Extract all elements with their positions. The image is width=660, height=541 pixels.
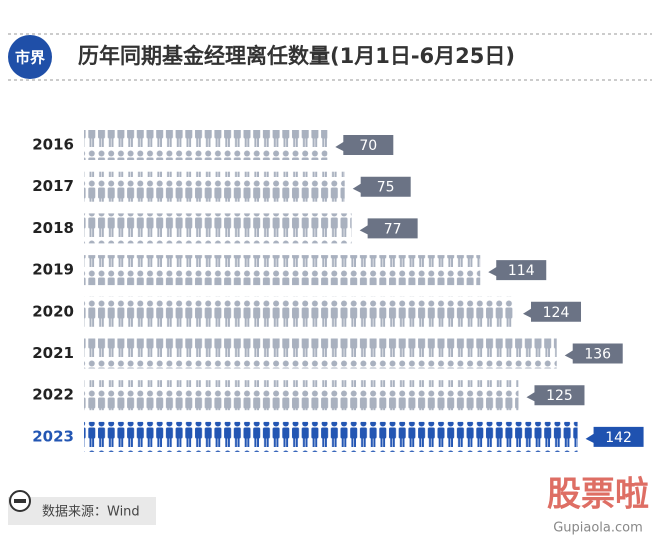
value-label: 136 <box>584 347 611 363</box>
value-label-box <box>335 135 394 155</box>
bar <box>84 130 328 160</box>
category-label: 2016 <box>32 136 74 154</box>
category-label: 2017 <box>32 177 74 195</box>
brand: 市界 <box>15 49 45 67</box>
bar <box>84 380 519 411</box>
value-label-box <box>523 301 582 322</box>
value-label: 114 <box>508 263 535 279</box>
bar <box>84 255 481 286</box>
value-label-box <box>585 426 644 447</box>
value-label-box <box>488 260 547 281</box>
category-label: 2023 <box>32 427 74 445</box>
bar <box>84 421 578 452</box>
value-label-box <box>564 343 623 364</box>
source: 数据来源：Wind <box>42 505 140 520</box>
category-label: 2020 <box>32 302 74 320</box>
value-label: 125 <box>546 388 573 404</box>
category-label: 2022 <box>32 386 74 404</box>
bar <box>84 338 557 369</box>
value-label: 75 <box>377 180 395 196</box>
category-label: 2018 <box>32 219 74 237</box>
brand-logo <box>8 35 52 79</box>
value-label: 124 <box>543 305 570 321</box>
value-label: 142 <box>605 430 632 446</box>
watermark-title: 股票啦 <box>547 475 649 515</box>
value-label-box <box>352 176 411 197</box>
category-label: 2019 <box>32 261 74 279</box>
bar <box>84 296 516 327</box>
category-label: 2021 <box>32 344 74 362</box>
value-label-box <box>526 385 585 406</box>
chart-title: 历年同期基金经理离任数量(1月1日-6月25日) <box>78 44 515 68</box>
source-box <box>8 497 156 525</box>
bar <box>84 213 352 244</box>
value-label-box <box>359 218 418 239</box>
source-icon-bar <box>14 499 26 503</box>
watermark-url: Gupiaola.com <box>553 521 643 536</box>
bar <box>84 171 345 202</box>
value-label: 70 <box>359 138 377 154</box>
value-label: 77 <box>384 221 402 237</box>
